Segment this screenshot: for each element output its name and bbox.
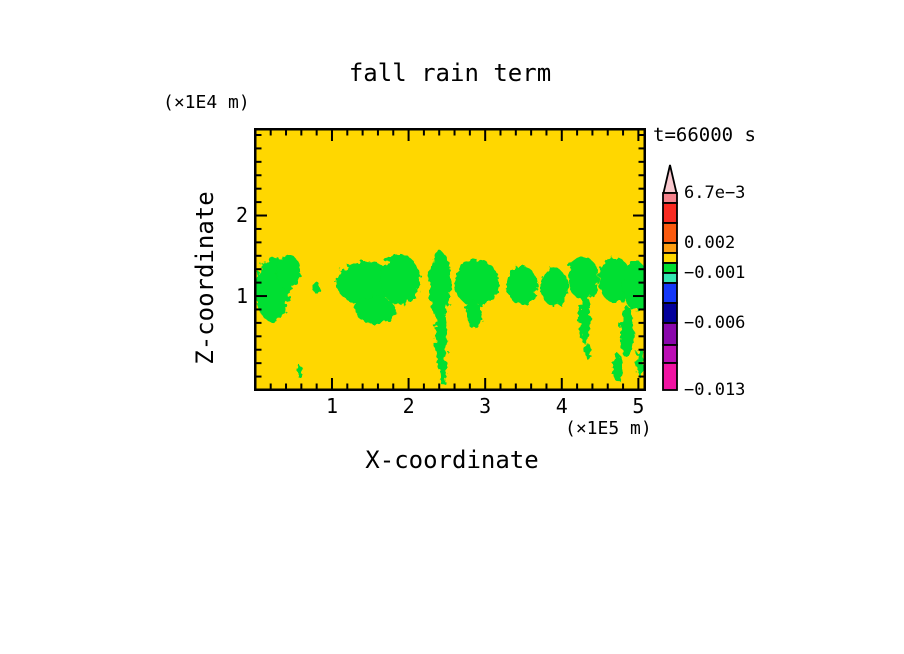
colorbar-segment (662, 252, 678, 264)
green-blob (429, 251, 451, 320)
colorbar-arrow-icon (662, 164, 678, 194)
x-tick-label: 5 (632, 394, 645, 418)
chart-title: fall rain term (348, 59, 552, 87)
z-axis-unit-label: (×1E4 m) (163, 92, 250, 113)
green-blob (506, 265, 538, 305)
x-tick-label: 2 (402, 394, 415, 418)
contour-plot (254, 128, 650, 391)
green-blob (355, 296, 395, 324)
time-annotation: t=66000 s (653, 124, 756, 146)
colorbar-label: 0.002 (684, 233, 736, 253)
x-tick-label: 3 (479, 394, 492, 418)
colorbar-segment (662, 192, 678, 204)
green-blob (435, 309, 447, 371)
green-blob (454, 259, 499, 307)
green-contour-regions (255, 251, 650, 386)
green-blob (297, 365, 303, 379)
z-tick-label: 2 (235, 202, 248, 227)
colorbar-segment (662, 322, 678, 346)
colorbar-segment (662, 344, 678, 364)
green-blob (579, 295, 591, 344)
colorbar-segment (662, 272, 678, 284)
colorbar-segment (662, 222, 678, 244)
plot-area (254, 128, 650, 391)
colorbar-segment (662, 262, 678, 274)
x-axis-unit-label: (×1E5 m) (565, 418, 652, 439)
x-axis-label: X-coordinate (365, 446, 539, 474)
green-blob (540, 268, 568, 306)
green-blob (598, 256, 631, 303)
colorbar (662, 164, 678, 391)
x-tick-label: 1 (325, 394, 339, 418)
z-tick-label: 1 (235, 284, 248, 308)
colorbar-label: −0.013 (684, 380, 746, 400)
plot-frame (254, 128, 646, 391)
green-blob (439, 357, 447, 386)
green-blob (620, 305, 634, 358)
x-tick-label: 4 (555, 394, 568, 418)
colorbar-label: −0.006 (684, 313, 746, 333)
green-blob (336, 261, 394, 305)
green-blob (312, 282, 321, 294)
colorbar-segment (662, 242, 678, 254)
colorbar-segments (662, 192, 678, 391)
axis-ticks (256, 130, 644, 389)
green-blob (567, 256, 599, 300)
colorbar-segment (662, 282, 678, 304)
colorbar-label: −0.001 (684, 263, 746, 283)
green-blob (380, 254, 421, 305)
colorbar-label: 6.7e−3 (684, 183, 746, 203)
green-blob (276, 254, 301, 291)
colorbar-segment (662, 302, 678, 324)
green-blob (584, 343, 591, 360)
z-axis-label: Z-coordinate (191, 191, 219, 365)
colorbar-segment (662, 202, 678, 224)
colorbar-segment (662, 362, 678, 391)
green-blob (612, 353, 624, 382)
green-blob (466, 300, 482, 329)
